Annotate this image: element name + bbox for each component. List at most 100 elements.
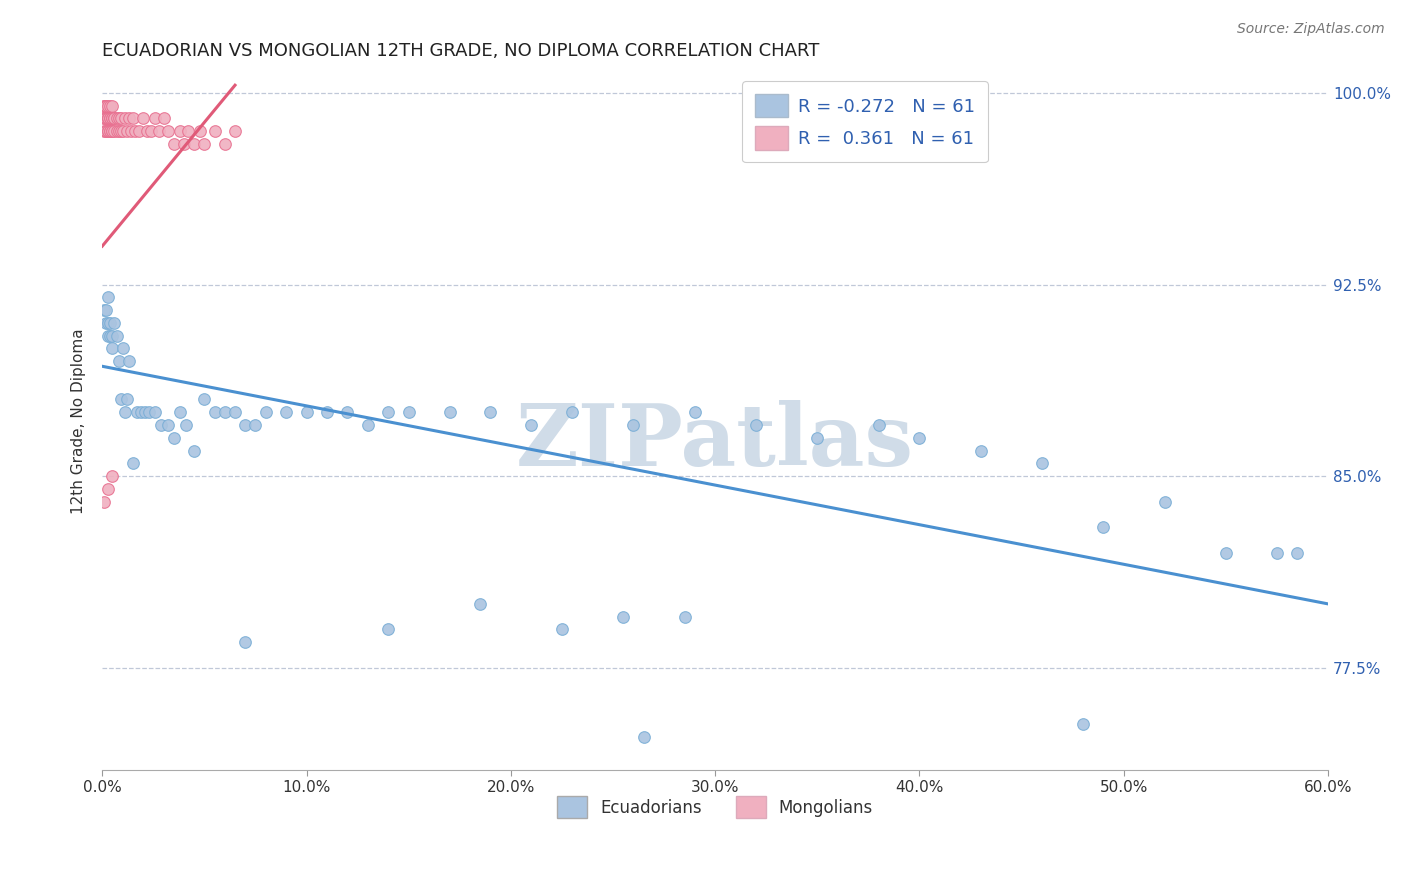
Point [134, 405, 156, 419]
Point [120, 124, 142, 138]
Point [188, 124, 211, 138]
Point [107, 124, 129, 138]
Point [1071, 717, 1094, 731]
Point [107, 112, 129, 126]
Point [806, 431, 828, 445]
Point [101, 328, 124, 343]
Point [156, 124, 179, 138]
Point [118, 112, 141, 126]
Point [163, 431, 186, 445]
Point [169, 405, 191, 419]
Point [612, 609, 634, 624]
Point [633, 730, 655, 744]
Point [100, 316, 122, 330]
Point [96, 112, 118, 126]
Point [96, 98, 118, 112]
Point [114, 112, 136, 126]
Point [673, 609, 696, 624]
Point [101, 342, 124, 356]
Point [132, 112, 155, 126]
Point [204, 124, 226, 138]
Point [93, 124, 115, 138]
Point [100, 112, 122, 126]
Point [110, 392, 132, 407]
Point [121, 456, 143, 470]
Point [141, 124, 163, 138]
Point [96, 98, 118, 112]
Legend: Ecuadorians, Mongolians: Ecuadorians, Mongolians [551, 789, 880, 824]
Point [96, 124, 118, 138]
Point [152, 112, 174, 126]
Point [101, 112, 124, 126]
Point [143, 112, 166, 126]
Point [110, 124, 132, 138]
Point [97, 124, 120, 138]
Point [156, 418, 179, 433]
Point [111, 342, 134, 356]
Point [121, 112, 143, 126]
Point [110, 112, 132, 126]
Point [103, 124, 125, 138]
Point [125, 405, 148, 419]
Point [100, 328, 122, 343]
Point [245, 418, 267, 433]
Point [357, 418, 380, 433]
Point [233, 635, 256, 649]
Point [101, 124, 124, 138]
Point [128, 124, 150, 138]
Point [150, 418, 173, 433]
Point [224, 405, 246, 419]
Point [100, 124, 122, 138]
Point [97, 316, 120, 330]
Point [101, 112, 124, 126]
Point [100, 124, 122, 138]
Point [377, 405, 399, 419]
Point [183, 443, 205, 458]
Point [1215, 546, 1237, 560]
Point [254, 405, 277, 419]
Point [103, 316, 125, 330]
Point [93, 112, 115, 126]
Point [173, 136, 195, 151]
Point [148, 124, 170, 138]
Point [204, 405, 226, 419]
Point [97, 112, 120, 126]
Point [97, 112, 120, 126]
Point [114, 405, 136, 419]
Text: ZIPatlas: ZIPatlas [516, 401, 914, 484]
Point [97, 112, 120, 126]
Point [233, 418, 256, 433]
Point [93, 98, 115, 112]
Point [118, 354, 141, 368]
Point [1092, 520, 1115, 534]
Point [138, 405, 160, 419]
Point [101, 124, 124, 138]
Point [93, 303, 115, 318]
Y-axis label: 12th Grade, No Diploma: 12th Grade, No Diploma [72, 328, 86, 514]
Point [439, 405, 461, 419]
Point [100, 112, 122, 126]
Point [561, 405, 583, 419]
Point [96, 112, 118, 126]
Point [177, 124, 200, 138]
Point [745, 418, 768, 433]
Point [93, 98, 115, 112]
Point [103, 112, 125, 126]
Point [336, 405, 359, 419]
Point [1265, 546, 1288, 560]
Point [470, 597, 492, 611]
Point [96, 316, 118, 330]
Point [169, 124, 191, 138]
Point [93, 494, 115, 508]
Point [551, 623, 574, 637]
Point [163, 136, 186, 151]
Point [868, 418, 890, 433]
Point [97, 328, 120, 343]
Point [623, 418, 645, 433]
Point [214, 136, 236, 151]
Point [105, 112, 128, 126]
Point [683, 405, 706, 419]
Point [107, 354, 129, 368]
Point [970, 443, 993, 458]
Point [143, 405, 166, 419]
